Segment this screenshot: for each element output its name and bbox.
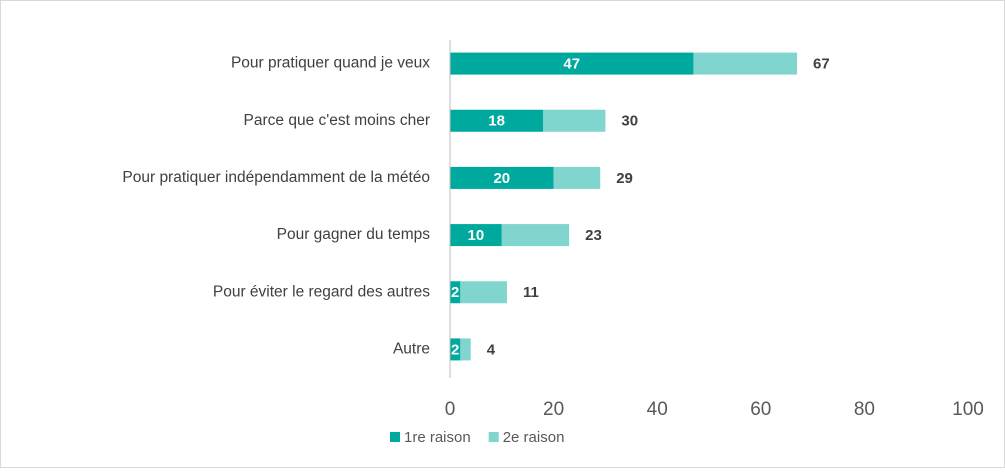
- total-label: 4: [487, 341, 496, 358]
- total-label: 23: [585, 227, 602, 244]
- data-label: 10: [468, 227, 485, 244]
- total-label: 11: [523, 284, 539, 301]
- bar-segment: [450, 338, 461, 361]
- legend-swatch: [390, 432, 400, 442]
- legend-label: 2e raison: [503, 429, 565, 446]
- y-tick-label: Autre: [393, 341, 430, 358]
- bar-segment: [450, 224, 502, 247]
- legend-label: 1re raison: [404, 429, 471, 446]
- data-label: 2: [451, 284, 459, 301]
- bar-segment: [450, 109, 544, 132]
- x-tick-label: 20: [543, 399, 564, 420]
- bar-segment: [553, 166, 601, 189]
- total-label: 67: [813, 56, 830, 73]
- bar-segment: [450, 52, 694, 75]
- bar-segment: [460, 281, 507, 304]
- data-label: 47: [563, 56, 580, 73]
- x-tick-label: 80: [854, 399, 875, 420]
- total-label: 30: [621, 113, 638, 130]
- data-label: 18: [488, 113, 505, 130]
- bar-segment: [460, 338, 471, 361]
- bar-segment: [543, 109, 606, 132]
- y-tick-label: Pour éviter le regard des autres: [213, 283, 430, 300]
- x-tick-label: 40: [647, 399, 668, 420]
- x-tick-label: 100: [952, 399, 984, 420]
- bar-segment: [450, 166, 554, 189]
- legend-swatch: [488, 432, 499, 442]
- y-tick-label: Pour pratiquer indépendamment de la mété…: [122, 169, 430, 186]
- data-label: 2: [451, 341, 459, 358]
- y-tick-label: Pour gagner du temps: [277, 226, 431, 243]
- x-tick-label: 0: [445, 399, 456, 420]
- bar-segment: [501, 224, 570, 247]
- x-tick-label: 60: [750, 399, 771, 420]
- y-tick-label: Parce que c'est moins cher: [244, 112, 430, 129]
- bar-segment: [693, 52, 798, 75]
- total-label: 29: [616, 170, 633, 187]
- data-label: 20: [493, 170, 510, 187]
- y-tick-label: Pour pratiquer quand je veux: [231, 55, 430, 72]
- bar-segment: [450, 281, 461, 304]
